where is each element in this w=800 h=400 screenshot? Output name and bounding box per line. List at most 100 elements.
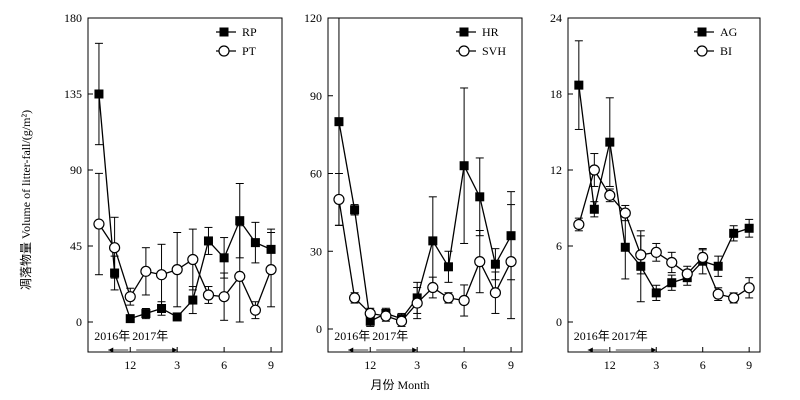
x-tick-label: 9 bbox=[268, 358, 274, 372]
data-point bbox=[157, 303, 167, 313]
y-tick-label: 0 bbox=[556, 315, 562, 329]
data-point bbox=[589, 204, 599, 214]
y-tick-label: 24 bbox=[550, 11, 562, 25]
data-point bbox=[125, 314, 135, 324]
x-tick-label: 3 bbox=[414, 358, 420, 372]
plot-frame bbox=[87, 17, 283, 353]
series-line bbox=[338, 121, 512, 323]
y-tick-label: 45 bbox=[70, 239, 82, 253]
arrow-head-left bbox=[108, 347, 114, 353]
data-point bbox=[94, 89, 104, 99]
data-point bbox=[573, 218, 585, 231]
legend-marker bbox=[458, 45, 470, 57]
panel-1: 0 45 90 135 180 12 3 6 9 2016年 2017年 RP PT bbox=[64, 11, 283, 372]
data-point bbox=[171, 264, 183, 276]
data-point bbox=[203, 236, 213, 246]
legend-label: PT bbox=[242, 44, 257, 58]
y-tick-label: 12 bbox=[550, 163, 562, 177]
x-tick-label: 9 bbox=[746, 358, 752, 372]
data-point bbox=[474, 256, 486, 268]
data-point bbox=[218, 291, 230, 303]
data-point bbox=[202, 289, 215, 301]
plot-frame bbox=[567, 17, 761, 353]
data-point bbox=[427, 281, 439, 294]
data-point bbox=[712, 288, 724, 300]
data-point bbox=[475, 192, 485, 202]
y-tick-label: 6 bbox=[556, 239, 562, 253]
data-point bbox=[651, 288, 661, 298]
data-point bbox=[650, 246, 662, 258]
x-tick-label: 3 bbox=[653, 358, 659, 372]
data-point bbox=[588, 164, 600, 176]
data-point bbox=[93, 218, 105, 230]
data-point bbox=[442, 292, 455, 304]
plot-frame bbox=[327, 17, 523, 353]
data-point bbox=[697, 251, 709, 263]
data-point bbox=[411, 297, 423, 309]
arrow-head-right bbox=[172, 347, 178, 353]
x-tick-label: 12 bbox=[604, 358, 616, 372]
y-axis-title: 凋落物量 Volume of litter-fall/(g/m²) bbox=[19, 110, 33, 290]
data-point bbox=[395, 315, 408, 327]
data-point bbox=[728, 292, 740, 304]
arrow-head-left bbox=[348, 347, 354, 353]
data-point bbox=[334, 117, 344, 127]
arrow-head-left bbox=[587, 347, 593, 353]
year-label-2016: 2016年 bbox=[574, 329, 610, 343]
legend-marker bbox=[219, 27, 229, 37]
y-tick-label: 90 bbox=[310, 89, 322, 103]
data-point bbox=[188, 295, 198, 305]
x-tick-label: 12 bbox=[124, 358, 136, 372]
series-BI bbox=[573, 153, 755, 304]
legend-marker bbox=[696, 45, 708, 57]
legend-label: BI bbox=[720, 44, 732, 58]
data-point bbox=[681, 268, 693, 280]
data-point bbox=[249, 304, 262, 316]
data-point bbox=[604, 189, 616, 201]
data-point bbox=[250, 238, 260, 248]
legend-label: RP bbox=[242, 25, 257, 39]
y-tick-label: 0 bbox=[76, 315, 82, 329]
data-point bbox=[620, 242, 630, 252]
data-point bbox=[489, 287, 502, 299]
data-point bbox=[605, 137, 615, 147]
data-point bbox=[187, 253, 199, 266]
data-point bbox=[458, 294, 470, 307]
data-point bbox=[666, 256, 678, 269]
x-tick-label: 6 bbox=[700, 358, 706, 372]
data-point bbox=[235, 216, 245, 226]
panel-2: 0 30 60 90 120 12 3 6 9 2016年 2017年 HR SVH bbox=[304, 11, 523, 372]
legend-label: AG bbox=[720, 25, 738, 39]
data-point bbox=[713, 261, 723, 271]
data-point bbox=[155, 269, 168, 281]
data-point bbox=[124, 291, 136, 303]
data-point bbox=[635, 249, 647, 261]
y-tick-label: 0 bbox=[316, 322, 322, 336]
data-point bbox=[574, 80, 584, 90]
year-label-2016: 2016年 bbox=[94, 329, 130, 343]
series-AG bbox=[574, 40, 754, 303]
legend-marker bbox=[459, 27, 469, 37]
legend-label: HR bbox=[482, 25, 499, 39]
data-point bbox=[108, 242, 121, 254]
year-label-2017: 2017年 bbox=[612, 329, 648, 343]
year-label-2016: 2016年 bbox=[334, 329, 370, 343]
y-tick-label: 90 bbox=[70, 163, 82, 177]
data-point bbox=[333, 193, 345, 206]
data-point bbox=[428, 236, 438, 246]
arrow-head-right bbox=[651, 347, 657, 353]
data-point bbox=[744, 223, 754, 233]
year-label-2017: 2017年 bbox=[132, 329, 168, 343]
data-point bbox=[365, 316, 375, 326]
x-tick-label: 9 bbox=[508, 358, 514, 372]
data-point bbox=[141, 309, 151, 319]
x-tick-label: 6 bbox=[221, 358, 227, 372]
x-tick-label: 12 bbox=[364, 358, 376, 372]
data-point bbox=[219, 253, 229, 263]
data-point bbox=[265, 264, 277, 276]
year-label-2017: 2017年 bbox=[372, 329, 408, 343]
data-point bbox=[505, 256, 517, 268]
x-tick-label: 3 bbox=[174, 358, 180, 372]
